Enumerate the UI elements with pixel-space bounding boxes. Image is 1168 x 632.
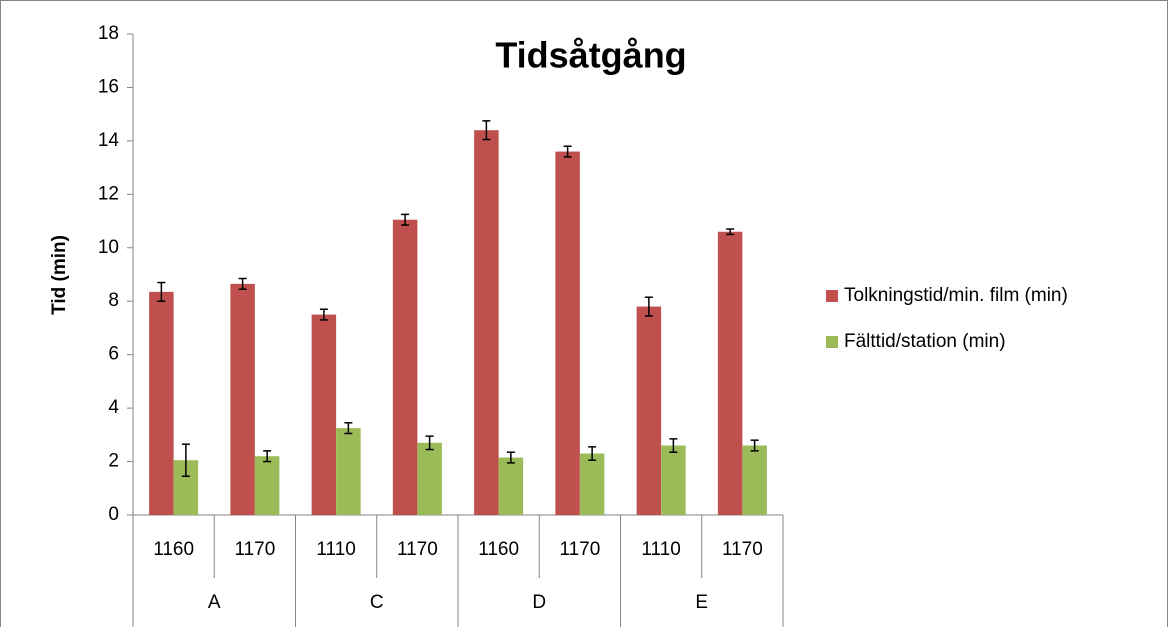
error-bar [482, 120, 491, 141]
y-axis-label: Tid (min) [49, 235, 70, 315]
y-tick-label: 10 [98, 237, 119, 258]
y-tick-label: 16 [98, 76, 119, 97]
group-label: D [532, 592, 546, 613]
y-tick-label: 2 [108, 451, 119, 472]
x-tick-label: 1170 [234, 539, 275, 560]
bar [474, 130, 499, 515]
bar [392, 219, 418, 515]
legend-swatch [826, 336, 838, 348]
y-tick-label: 18 [98, 23, 119, 44]
y-tick-label: 0 [108, 504, 119, 525]
error-bar [726, 228, 735, 236]
y-tick-label: 4 [108, 397, 119, 418]
group-label: A [208, 592, 221, 613]
x-tick-label: 1160 [153, 539, 194, 560]
y-tick-label: 6 [108, 344, 119, 365]
x-tick-label: 1170 [559, 539, 600, 560]
chart-title: Tidsåtgång [495, 35, 686, 76]
error-bar [669, 438, 678, 453]
error-bar [750, 439, 759, 452]
y-tick-label: 14 [98, 130, 120, 151]
error-bar [157, 281, 166, 302]
bar [742, 445, 767, 515]
y-tick-label: 8 [108, 290, 119, 311]
bar [417, 442, 442, 515]
bar [498, 457, 524, 515]
y-tick-label: 12 [98, 183, 119, 204]
error-bar [401, 213, 410, 226]
error-bar [319, 308, 328, 321]
bar [555, 151, 580, 516]
legend-swatch [826, 290, 838, 302]
error-bar [181, 443, 190, 478]
error-bar [238, 277, 247, 290]
x-tick-label: 1110 [641, 539, 680, 560]
x-tick-label: 1170 [722, 539, 763, 560]
error-bar [588, 446, 597, 461]
bar [336, 428, 361, 515]
error-bar [506, 451, 515, 464]
x-tick-label: 1110 [316, 539, 355, 560]
bar [636, 306, 662, 515]
bar [149, 291, 174, 515]
error-bar [644, 296, 653, 317]
bar [311, 314, 337, 515]
legend-label: Fälttid/station (min) [844, 331, 1006, 352]
x-tick-label: 1160 [478, 539, 519, 560]
error-bar [344, 422, 353, 435]
bar [661, 445, 686, 515]
error-bar [563, 145, 572, 158]
error-bar [263, 450, 272, 463]
bar [254, 456, 280, 515]
group-label: C [370, 592, 384, 613]
bar [579, 453, 605, 515]
error-bar [425, 435, 434, 451]
legend-label: Tolkningstid/min. film (min) [844, 285, 1068, 306]
bar [230, 283, 255, 515]
group-label: E [695, 592, 708, 613]
x-tick-label: 1170 [397, 539, 438, 560]
bar [717, 231, 743, 515]
